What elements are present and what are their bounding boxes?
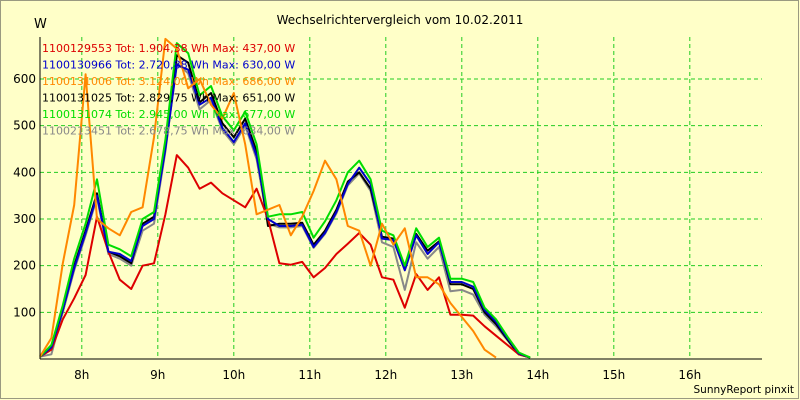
legend-entry-1100213451: 1100213451 Tot: 2.678,75 Wh Max: 634,00 … xyxy=(42,125,295,138)
legend-entry-1100131025: 1100131025 Tot: 2.829,75 Wh Max: 651,00 … xyxy=(42,92,295,105)
y-tick-label: 600 xyxy=(13,72,36,86)
series-lines xyxy=(39,37,531,359)
y-tick-label: 300 xyxy=(13,212,36,226)
legend: 1100129553 Tot: 1.904,38 Wh Max: 437,00 … xyxy=(42,42,295,138)
x-tick-label: 16h xyxy=(678,368,701,382)
legend-entry-1100130966: 1100130966 Tot: 2.720,88 Wh Max: 630,00 … xyxy=(42,59,295,72)
y-axis-label: W xyxy=(34,17,47,32)
legend-entry-1100131074: 1100131074 Tot: 2.945,00 Wh Max: 677,00 … xyxy=(42,108,295,121)
series-line-1100131006 xyxy=(39,37,497,359)
x-tick-label: 10h xyxy=(222,368,245,382)
grid xyxy=(40,37,762,359)
x-tick-label: 14h xyxy=(526,368,549,382)
axes: 100 200 300 400 500 600 8h 9h 10h 11h 12h 13h 14h 15h… xyxy=(13,37,762,382)
y-tick-label: 100 xyxy=(13,305,36,319)
x-tick-label: 11h xyxy=(298,368,321,382)
chart-title: Wechselrichtervergleich vom 10.02.2011 xyxy=(277,13,524,27)
y-tick-label: 200 xyxy=(13,259,36,273)
y-tick-label: 500 xyxy=(13,119,36,133)
x-tick-label: 8h xyxy=(74,368,89,382)
series-line-1100131074 xyxy=(39,42,531,359)
legend-entry-1100129553: 1100129553 Tot: 1.904,38 Wh Max: 437,00 … xyxy=(42,42,295,55)
x-tick-label: 13h xyxy=(450,368,473,382)
y-tick-label: 400 xyxy=(13,165,36,179)
x-tick-label: 15h xyxy=(602,368,625,382)
x-tick-label: 12h xyxy=(374,368,397,382)
series-line-1100213451 xyxy=(39,62,531,359)
x-tick-label: 9h xyxy=(150,368,165,382)
legend-entry-1100131006: 1100131006 Tot: 3.124,00 Wh Max: 686,00 … xyxy=(42,75,295,88)
series-line-1100129553 xyxy=(39,154,531,359)
credit-label: SunnyReport pinxit xyxy=(694,384,794,396)
